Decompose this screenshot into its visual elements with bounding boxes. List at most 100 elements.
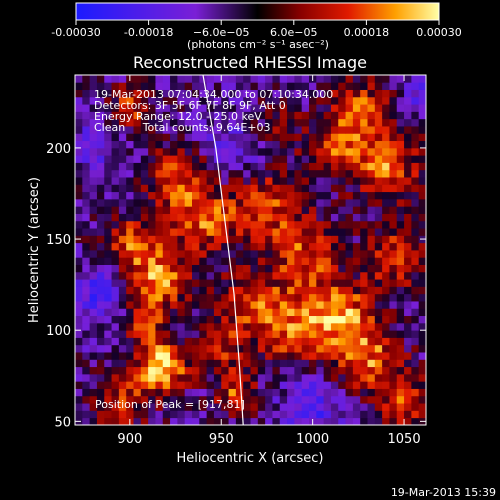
heatmap-cell xyxy=(404,220,412,229)
heatmap-cell xyxy=(133,352,142,360)
heatmap-cell xyxy=(382,286,390,295)
heatmap-cell xyxy=(162,213,171,222)
heatmap-cell xyxy=(345,293,354,302)
x-tick-label: 900 xyxy=(117,432,142,447)
heatmap-cell xyxy=(418,213,426,222)
heatmap-cell xyxy=(301,359,310,368)
heatmap-cell xyxy=(345,82,354,90)
heatmap-cell xyxy=(367,118,376,127)
heatmap-cell xyxy=(316,140,325,149)
heatmap-cell xyxy=(213,133,222,142)
heatmap-cell xyxy=(294,191,303,200)
heatmap-cell xyxy=(75,271,83,280)
heatmap-cell xyxy=(287,104,295,112)
heatmap-cell xyxy=(360,191,368,200)
heatmap-cell xyxy=(257,206,266,214)
heatmap-cell xyxy=(206,220,215,229)
heatmap-cell xyxy=(177,198,186,207)
heatmap-cell xyxy=(199,82,208,90)
heatmap-cell xyxy=(206,140,215,149)
heatmap-cell xyxy=(206,301,215,309)
heatmap-cell xyxy=(221,381,229,389)
heatmap-cell xyxy=(177,337,186,346)
heatmap-cell xyxy=(287,235,295,244)
heatmap-cell xyxy=(323,366,332,375)
heatmap-cell xyxy=(418,162,426,171)
heatmap-cell xyxy=(250,147,259,156)
heatmap-cell xyxy=(221,235,229,244)
heatmap-cell xyxy=(345,184,354,193)
heatmap-cell xyxy=(133,322,142,331)
heatmap-cell xyxy=(82,286,91,295)
heatmap-cell xyxy=(221,133,229,142)
heatmap-cell xyxy=(338,126,346,134)
heatmap-cell xyxy=(104,133,112,142)
heatmap-cell xyxy=(250,395,259,404)
heatmap-cell xyxy=(257,279,266,287)
heatmap-cell xyxy=(199,344,208,353)
heatmap-cell xyxy=(177,213,186,222)
heatmap-cell xyxy=(396,220,405,229)
heatmap-cell xyxy=(162,162,171,171)
heatmap-cell xyxy=(250,279,259,287)
heatmap-cell xyxy=(309,366,317,375)
heatmap-cell xyxy=(133,403,142,411)
heatmap-cell xyxy=(279,126,288,134)
heatmap-cell xyxy=(140,250,149,258)
heatmap-cell xyxy=(316,388,325,397)
heatmap-cell xyxy=(235,322,244,331)
heatmap-cell xyxy=(411,366,420,375)
heatmap-cell xyxy=(382,366,390,375)
heatmap-cell xyxy=(221,301,229,309)
heatmap-cell xyxy=(404,184,412,193)
heatmap-cell xyxy=(338,293,346,302)
heatmap-cell xyxy=(301,337,310,346)
heatmap-cell xyxy=(272,344,281,353)
heatmap-cell xyxy=(389,279,398,287)
heatmap-cell xyxy=(316,373,325,382)
heatmap-cell xyxy=(250,206,259,214)
heatmap-cell xyxy=(265,111,273,120)
heatmap-cell xyxy=(396,198,405,207)
heatmap-cell xyxy=(162,111,171,120)
heatmap-cell xyxy=(323,191,332,200)
heatmap-cell xyxy=(309,330,317,338)
heatmap-cell xyxy=(192,213,200,222)
heatmap-cell xyxy=(206,155,215,163)
heatmap-cell xyxy=(367,82,376,90)
heatmap-cell xyxy=(162,228,171,236)
heatmap-cell xyxy=(382,250,390,258)
heatmap-cell xyxy=(228,82,237,90)
heatmap-cell xyxy=(330,293,339,302)
heatmap-cell xyxy=(170,257,178,265)
heatmap-cell xyxy=(279,293,288,302)
heatmap-cell xyxy=(199,337,208,346)
heatmap-cell xyxy=(338,250,346,258)
heatmap-cell xyxy=(330,417,339,425)
heatmap-cell xyxy=(382,257,390,265)
heatmap-cell xyxy=(192,315,200,324)
heatmap-cell xyxy=(389,242,398,251)
heatmap-cell xyxy=(184,126,193,134)
heatmap-cell xyxy=(104,104,112,112)
heatmap-cell xyxy=(96,111,105,120)
chart-title: Reconstructed RHESSI Image xyxy=(133,53,367,72)
heatmap-cell xyxy=(404,301,412,309)
heatmap-cell xyxy=(82,235,91,244)
heatmap-cell xyxy=(170,89,178,98)
heatmap-cell xyxy=(345,403,354,411)
heatmap-cell xyxy=(250,220,259,229)
heatmap-cell xyxy=(126,264,134,273)
heatmap-cell xyxy=(133,271,142,280)
heatmap-cell xyxy=(140,228,149,236)
heatmap-cell xyxy=(199,308,208,317)
heatmap-cell xyxy=(126,308,134,317)
heatmap-cell xyxy=(170,388,178,397)
heatmap-cell xyxy=(301,111,310,120)
heatmap-cell xyxy=(192,133,200,142)
heatmap-cell xyxy=(367,330,376,338)
heatmap-cell xyxy=(82,242,91,251)
heatmap-cell xyxy=(82,264,91,273)
heatmap-cell xyxy=(272,301,281,309)
heatmap-cell xyxy=(396,177,405,185)
